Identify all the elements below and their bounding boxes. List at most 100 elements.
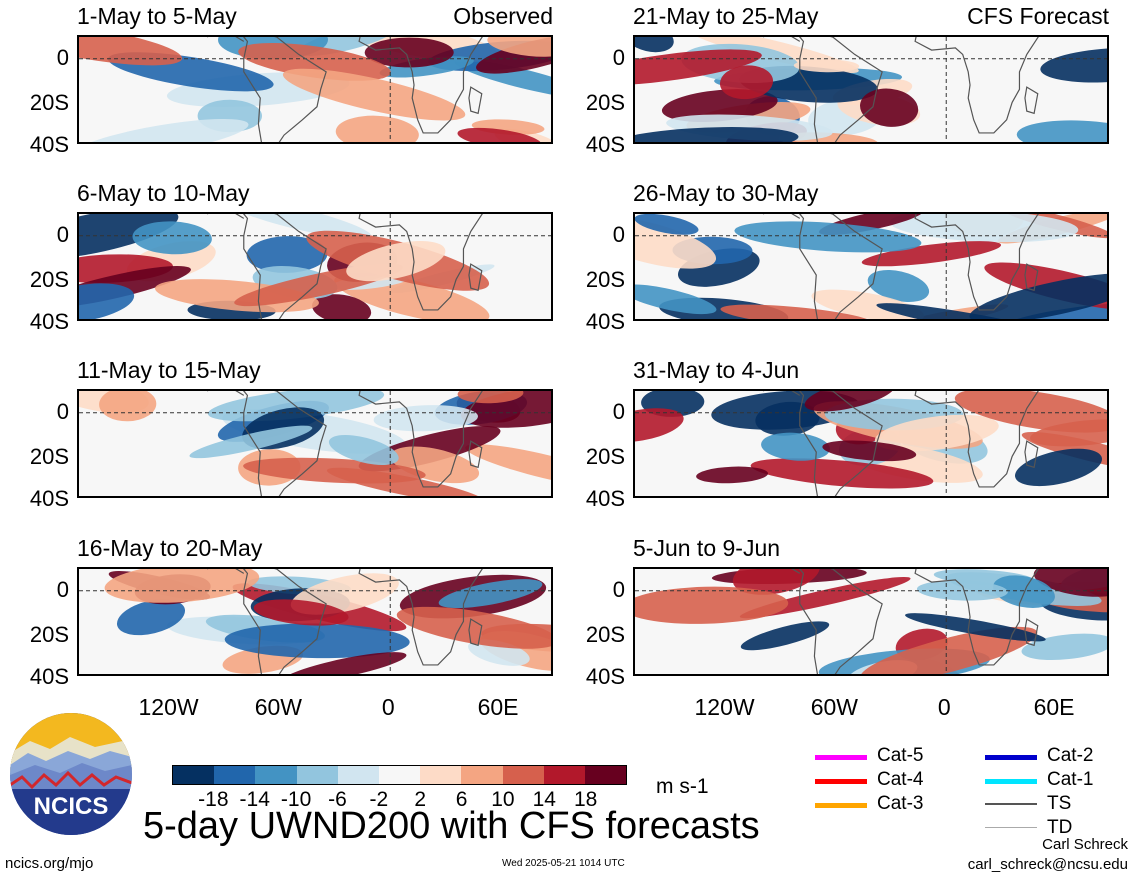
timestamp: Wed 2025-05-21 1014 UTC — [502, 858, 625, 869]
y-tick-label: 40S — [585, 664, 625, 689]
legend-swatch — [985, 827, 1037, 828]
south-america-outline — [242, 214, 327, 319]
main-title: 5-day UWND200 with CFS forecasts — [143, 805, 760, 847]
legend-label: TD — [1047, 817, 1073, 838]
anomaly-contour — [720, 304, 875, 319]
x-tick-label: 120W — [694, 694, 755, 720]
africa-outline — [358, 391, 483, 488]
map-svg — [635, 37, 1107, 142]
central-america-outline — [763, 391, 801, 396]
anomaly-contour — [132, 221, 212, 255]
y-tick-label: 0 — [56, 399, 69, 424]
south-america-outline — [798, 569, 883, 674]
anomaly-contour — [719, 65, 774, 100]
y-tick-label: 0 — [56, 45, 69, 70]
x-tick-label: 60E — [1033, 694, 1075, 720]
anomaly-contour — [1015, 448, 1102, 487]
anomaly-contour — [861, 241, 1002, 267]
map-field — [633, 212, 1109, 321]
y-tick-label: 0 — [612, 222, 625, 247]
anomaly-contour — [79, 214, 179, 260]
anomaly-contour — [1001, 302, 1107, 319]
anomaly-contour — [889, 214, 1079, 243]
central-america-outline — [763, 37, 801, 42]
map-svg — [635, 214, 1107, 319]
panel-title: 21-May to 25-May — [633, 3, 819, 29]
legend-label: Cat-4 — [877, 769, 924, 790]
anomaly-contour — [804, 391, 896, 412]
anomaly-contour — [635, 214, 699, 235]
colorbar-tick-label: -10 — [280, 788, 312, 811]
ncics-logo: NCICS — [10, 713, 132, 835]
map-field — [77, 35, 553, 144]
anomaly-contour — [755, 401, 820, 436]
x-tick-label: 120W — [138, 694, 199, 720]
y-tick-label: 40S — [29, 132, 69, 157]
colorbar — [172, 765, 627, 785]
anomaly-contour — [969, 273, 1107, 319]
central-america-outline — [763, 214, 801, 219]
anomaly-contour — [364, 37, 454, 68]
anomaly-contour — [793, 59, 860, 73]
panel-title: 11-May to 15-May — [77, 357, 261, 383]
y-tick-label: 20S — [29, 90, 69, 115]
colorbar-tick-label: -18 — [198, 788, 229, 811]
legend-swatch — [985, 779, 1037, 784]
colorbar-swatch — [296, 766, 338, 784]
colorbar-tick-label: 10 — [491, 788, 515, 811]
madagascar-outline — [468, 263, 483, 292]
anomaly-contour — [335, 115, 419, 142]
colorbar-tick-label: 18 — [573, 788, 598, 811]
africa-outline — [914, 569, 1039, 666]
legend-label: TS — [1047, 793, 1072, 814]
anomaly-contour — [732, 569, 820, 595]
anomaly-contour — [282, 68, 466, 121]
anomaly-contour — [1040, 47, 1107, 83]
anomaly-contour — [224, 623, 410, 659]
south-america-outline — [242, 391, 327, 496]
legend-label: Cat-2 — [1047, 745, 1094, 766]
author-name: Carl Schreck — [1042, 836, 1128, 853]
map-field — [77, 389, 553, 498]
legend-swatch — [815, 755, 867, 760]
anomaly-contour — [328, 435, 399, 465]
anomaly-contour — [373, 405, 478, 432]
anomaly-contour — [465, 444, 551, 490]
anomaly-contour — [457, 391, 524, 404]
y-tick-label: 20S — [585, 444, 625, 469]
y-tick-label: 20S — [29, 267, 69, 292]
panel-title: 6-May to 10-May — [77, 180, 250, 206]
logo-text: NCICS — [33, 793, 109, 820]
y-tick-label: 40S — [29, 664, 69, 689]
map-field — [77, 212, 553, 321]
legend-swatch — [815, 803, 867, 808]
anomaly-contour — [253, 599, 349, 626]
anomaly-contour — [104, 569, 260, 603]
madagascar-outline — [468, 86, 483, 115]
anomaly-contour — [954, 391, 1107, 433]
anomaly-contour — [696, 466, 769, 484]
madagascar-outline — [468, 440, 483, 469]
anomaly-contour — [740, 621, 830, 651]
anomaly-contour — [635, 127, 799, 142]
central-america-outline — [763, 569, 801, 574]
colorbar-swatch — [461, 766, 503, 784]
africa-outline — [358, 37, 483, 134]
y-tick-label: 20S — [585, 622, 625, 647]
madagascar-outline — [1024, 618, 1039, 647]
colorbar-swatch — [255, 766, 297, 784]
anomaly-contour — [1033, 569, 1107, 597]
colorbar-swatch — [584, 766, 627, 784]
anomaly-contour — [207, 391, 385, 422]
panel-title: 16-May to 20-May — [77, 535, 263, 561]
south-america-outline — [798, 391, 883, 496]
anomaly-contour — [246, 236, 328, 273]
south-america-outline — [798, 214, 883, 319]
central-america-outline — [207, 214, 245, 219]
x-tick-label: 0 — [381, 694, 395, 720]
y-tick-label: 40S — [585, 486, 625, 511]
units-label: m s-1 — [656, 775, 709, 798]
legend-swatch — [985, 755, 1037, 760]
colorbar-swatch — [173, 766, 215, 784]
y-tick-label: 20S — [585, 267, 625, 292]
